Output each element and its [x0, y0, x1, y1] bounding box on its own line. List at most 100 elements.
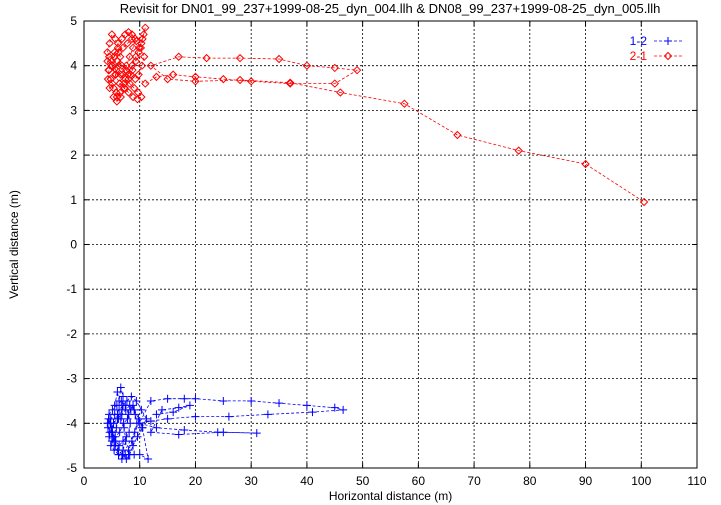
data-point: [152, 423, 161, 432]
data-point: [122, 432, 131, 441]
data-point: [141, 23, 150, 32]
x-tick-label: 40: [300, 474, 314, 488]
data-point: [117, 61, 127, 70]
data-point: [107, 61, 117, 70]
data-point: [113, 446, 122, 455]
data-point: [123, 39, 132, 48]
data-point: [110, 70, 120, 79]
data-point: [109, 92, 118, 102]
data-point: [112, 65, 121, 75]
data-point: [180, 426, 189, 435]
data-point: [124, 27, 133, 37]
data-point: [144, 455, 153, 464]
data-point: [127, 392, 136, 401]
series-line: [106, 387, 344, 460]
data-point: [124, 410, 133, 419]
data-point: [330, 79, 339, 88]
data-point: [111, 441, 120, 450]
data-point: [330, 403, 339, 412]
x-axis-label: Horizontal distance (m): [329, 489, 452, 503]
axis-ticks: 0 10 20 30 40 50 60 70 80 90 100 110 -5 -4 -3 -2 -1 0 1 2 3 4…: [66, 14, 707, 488]
x-tick-label: 70: [467, 474, 481, 488]
y-tick-label: 2: [70, 148, 77, 162]
data-point: [139, 30, 148, 39]
data-point: [514, 146, 523, 155]
data-point: [119, 392, 128, 401]
plot-frame: [83, 20, 698, 469]
data-point: [105, 39, 114, 48]
data-point: [139, 52, 149, 61]
data-point: [107, 30, 117, 39]
legend: 1-22-1: [630, 34, 682, 63]
data-point: [137, 61, 147, 70]
data-point: [174, 52, 183, 61]
data-point: [110, 48, 119, 57]
data-point: [146, 61, 156, 70]
y-tick-label: -5: [66, 461, 77, 475]
data-point: [116, 383, 125, 392]
data-point: [163, 394, 172, 403]
data-point: [138, 34, 147, 44]
data-point: [138, 423, 147, 432]
data-point: [352, 65, 362, 75]
data-point: [252, 429, 261, 438]
y-tick-label: 5: [70, 14, 77, 28]
data-point: [131, 52, 141, 61]
data-point: [308, 408, 317, 417]
data-point: [109, 52, 119, 61]
series-2-1: [103, 23, 649, 207]
data-point: [639, 197, 649, 207]
data-point: [274, 54, 284, 64]
data-point: [330, 63, 339, 73]
data-point: [115, 428, 124, 437]
data-point: [137, 92, 146, 102]
data-point: [122, 65, 131, 75]
data-point: [134, 43, 144, 53]
data-point: [124, 88, 133, 97]
data-point: [185, 401, 194, 410]
data-point: [113, 57, 122, 66]
data-point: [134, 414, 143, 423]
data-point: [163, 74, 172, 84]
data-point: [127, 437, 136, 446]
data-point: [116, 92, 125, 102]
data-point: [117, 410, 126, 419]
data-point: [191, 394, 200, 403]
data-point: [180, 394, 189, 403]
series-line: [106, 27, 645, 203]
data-point: [581, 159, 590, 169]
y-tick-label: -2: [66, 327, 77, 341]
data-point: [400, 99, 409, 108]
chart-title: Revisit for DN01_99_237+1999-08-25_dyn_0…: [120, 1, 661, 16]
data-point: [119, 83, 129, 93]
data-point: [146, 428, 155, 437]
data-point: [219, 428, 228, 437]
y-tick-label: 0: [70, 238, 77, 252]
data-point: [106, 74, 115, 84]
data-point: [130, 405, 139, 414]
data-point: [115, 79, 124, 88]
data-point: [137, 405, 146, 414]
data-point: [134, 70, 143, 79]
data-point: [224, 412, 233, 421]
data-point: [118, 43, 128, 53]
data-point: [131, 74, 140, 84]
data-point: [117, 34, 127, 44]
data-point: [152, 410, 161, 419]
data-point: [110, 410, 119, 419]
data-point: [105, 432, 114, 441]
x-tick-label: 20: [189, 474, 203, 488]
data-point: [191, 412, 200, 421]
data-point: [119, 450, 128, 459]
data-point: [275, 399, 284, 408]
data-point: [285, 78, 295, 87]
x-tick-label: 90: [579, 474, 593, 488]
data-point: [219, 74, 228, 84]
data-point: [113, 388, 122, 397]
data-point: [112, 92, 122, 102]
data-point: [169, 408, 178, 417]
legend-label: 2-1: [630, 49, 648, 63]
legend-marker: [664, 37, 672, 45]
data-point: [113, 39, 123, 48]
data-point: [263, 410, 272, 419]
